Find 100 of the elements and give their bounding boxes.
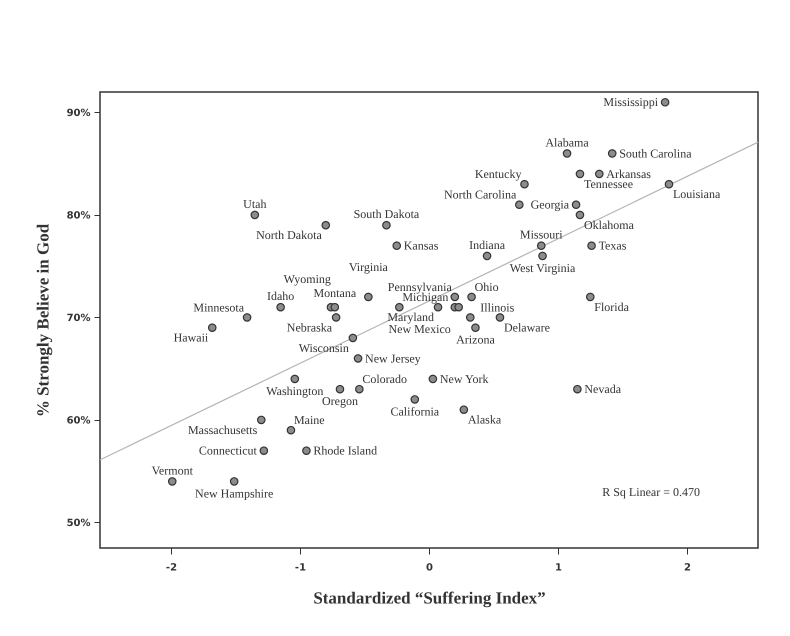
annotation: Utah [243,196,266,211]
annotation: Connecticut [198,444,258,458]
annotation: Virginia [348,260,389,274]
annotation: Oklahoma [584,218,635,232]
annotation: R Sq Linear = 0.470 [602,485,700,499]
annotation: Rhode Island [313,444,378,458]
point [586,292,595,302]
point [410,395,420,404]
annotation: Georgia [530,198,570,212]
annotation: Colorado [362,372,407,386]
annotation: Nevada [584,382,622,396]
annotation: South Carolina [619,146,692,160]
point [520,180,529,189]
x-tick-label: -1 [294,562,306,574]
annotation: Massachusetts [188,422,258,437]
point [538,252,547,260]
point [256,416,266,424]
annotation: Montana [313,286,357,300]
annotation: Florida [594,300,630,314]
point [168,477,177,486]
point [576,170,584,178]
annotation: New Jersey [365,351,421,366]
x-tick-label: 1 [555,562,562,574]
annotation: Missouri [520,228,564,242]
annotation: California [390,404,440,418]
annotation: North Carolina [444,188,517,202]
point [250,210,260,220]
annotation: New York [440,372,489,386]
x-tick-label: 0 [426,562,434,574]
annotation: Kentucky [474,167,522,182]
point [515,200,524,210]
point [660,98,670,107]
point [608,149,617,158]
point [260,446,268,455]
y-tick-label: 90% [66,108,90,119]
y-tick-label: 60% [66,415,90,426]
point [321,220,330,230]
annotation: Vermont [152,463,194,478]
annotation: Louisiana [672,187,721,202]
annotation: Hawaii [174,330,209,345]
point [364,292,373,302]
x-tick-label: -2 [166,562,178,574]
point [467,292,476,302]
y-tick-label: 50% [66,518,90,529]
point [471,323,480,332]
annotation: Kansas [404,238,439,253]
annotation: Minnesota [193,300,245,314]
point [286,426,296,434]
annotation: Texas [598,238,627,253]
annotation: Nebraska [286,320,333,334]
annotation: Maine [294,413,325,428]
point [348,334,358,342]
annotation: Delaware [504,320,550,334]
annotation: New Mexico [388,322,451,336]
point [395,302,404,312]
point [536,241,546,250]
point [595,170,604,178]
point [392,241,402,250]
point [573,384,582,394]
point [330,302,340,312]
annotation: Pennsylvania [388,280,452,294]
point [336,384,344,394]
annotation: Oregon [322,394,358,408]
y-tick-label: 80% [66,210,90,222]
annotation: South Dakota [354,207,420,222]
point [587,241,596,250]
y-axis-title: % Strongly Believe in God [34,223,53,418]
annotation: Mississippi [603,95,659,110]
annotation: Wyoming [284,272,331,286]
point [496,313,504,322]
annotation: Maryland [387,310,434,324]
annotation: Alabama [545,135,590,150]
annotation: West Virginia [510,260,576,275]
point [562,149,572,158]
point [482,252,492,260]
point [242,313,252,322]
point [576,210,584,220]
annotation: New Hampshire [195,486,274,500]
point [460,405,468,414]
x-axis-title: Standardized “Suffering Index” [313,588,546,608]
point [382,220,391,230]
point [450,292,460,302]
annotation: Wisconsin [298,340,349,355]
x-tick-label: 2 [684,562,692,574]
point [355,384,364,394]
annotation: Illinois [480,300,515,314]
point [572,200,580,210]
annotation: Idaho [266,289,294,304]
point [208,323,217,332]
annotation: Arizona [456,332,496,347]
point [302,446,311,455]
point [332,313,340,322]
annotation: Alaska [468,412,502,427]
y-tick-label: 70% [66,312,90,324]
point [354,354,362,363]
annotation: North Dakota [256,228,322,242]
point [664,180,674,189]
point [290,374,300,384]
annotation: Washington [266,384,324,398]
annotation: Indiana [469,238,506,252]
